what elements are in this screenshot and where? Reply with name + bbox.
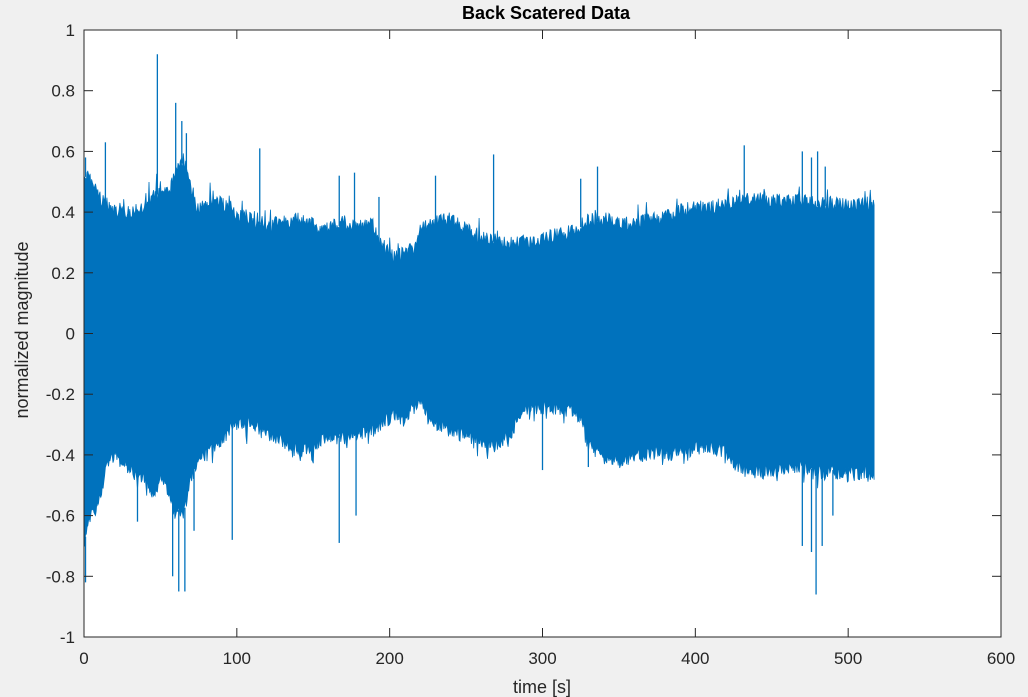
x-tick-label: 100	[223, 649, 251, 668]
y-tick-label: -0.8	[46, 567, 75, 586]
x-axis-label: time [s]	[513, 677, 571, 697]
y-tick-label: 0.6	[51, 142, 75, 161]
signal-series	[83, 153, 875, 547]
x-tick-label: 400	[681, 649, 709, 668]
chart-title: Back Scatered Data	[462, 3, 631, 23]
y-tick-label: -0.2	[46, 385, 75, 404]
y-tick-label: 0	[66, 325, 75, 344]
signal-spikes	[84, 54, 834, 595]
x-tick-label: 0	[79, 649, 88, 668]
y-tick-label: -0.6	[46, 507, 75, 526]
y-tick-label: 0.8	[51, 82, 75, 101]
y-axis-label: normalized magnitude	[12, 241, 32, 418]
y-tick-label: 0.4	[51, 203, 75, 222]
x-tick-label: 300	[528, 649, 556, 668]
axis-ticks: 0 100 200 300 400 500 600 -1 -0.8 -0.6 -0.4 -0.2 0 0.…	[46, 21, 1015, 668]
x-tick-label: 200	[375, 649, 403, 668]
y-tick-label: -1	[60, 628, 75, 647]
y-tick-label: 0.2	[51, 264, 75, 283]
x-tick-label: 500	[834, 649, 862, 668]
x-tick-label: 600	[987, 649, 1015, 668]
y-tick-label: 1	[66, 21, 75, 40]
signal-body	[83, 153, 875, 547]
y-tick-label: -0.4	[46, 446, 75, 465]
